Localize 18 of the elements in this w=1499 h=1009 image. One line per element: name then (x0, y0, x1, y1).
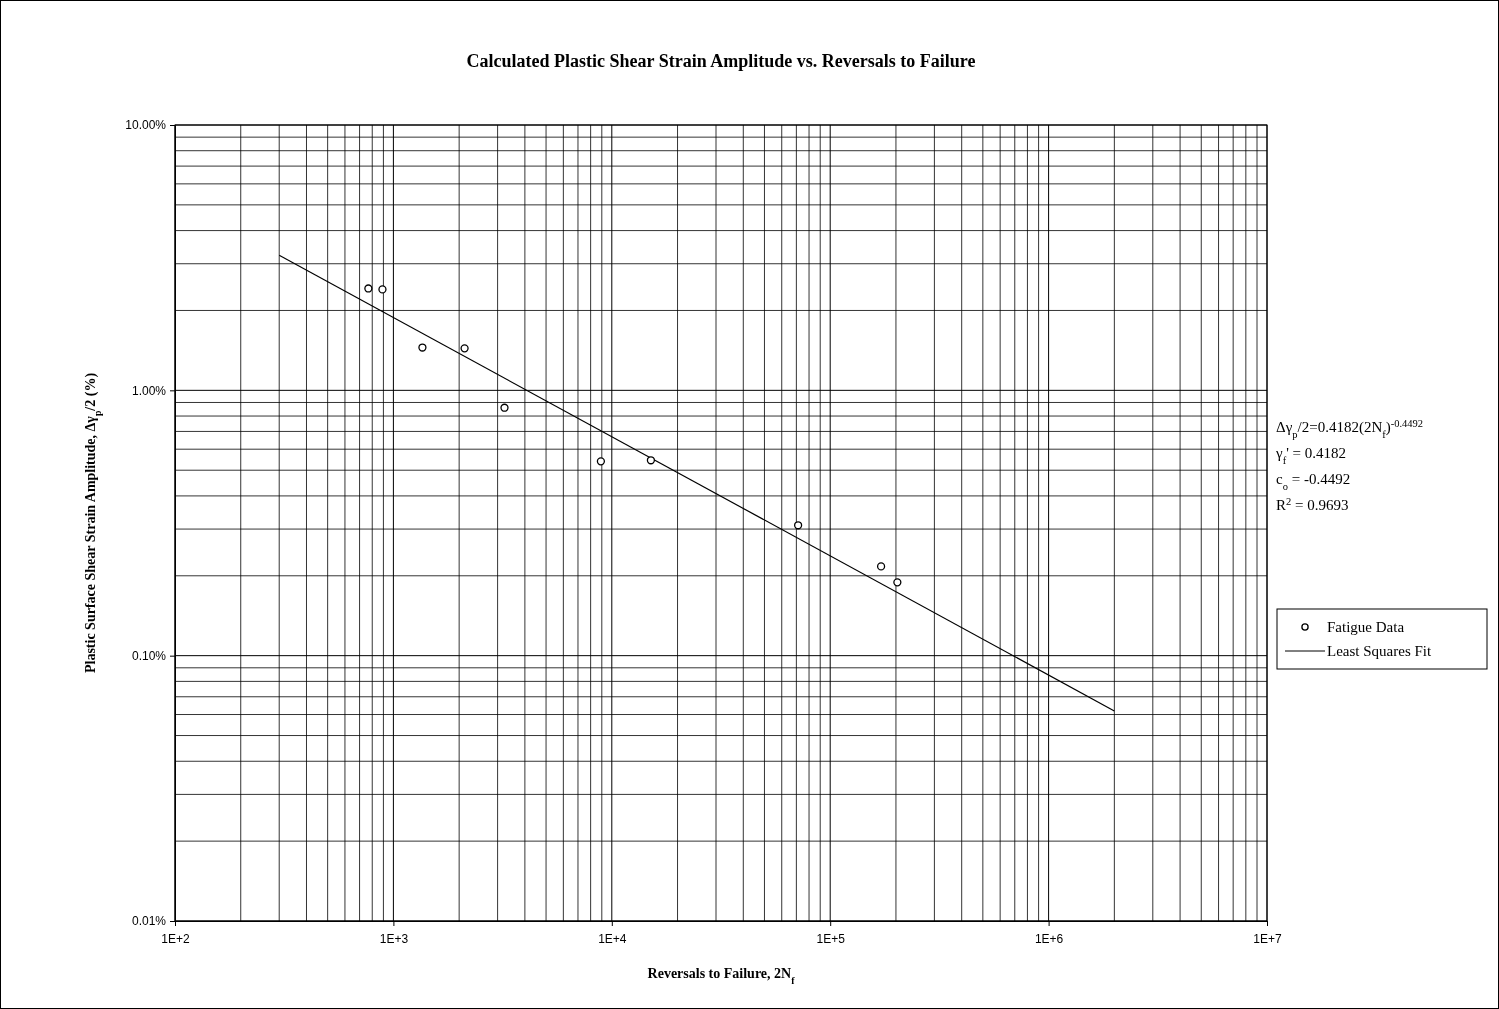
legend-label: Least Squares Fit (1327, 643, 1432, 659)
legend-label: Fatigue Data (1327, 619, 1405, 635)
chart-title: Calculated Plastic Shear Strain Amplitude vs. Reversals to Failure (466, 51, 976, 71)
x-tick-label: 1E+3 (379, 931, 409, 946)
x-tick-label: 1E+7 (1253, 931, 1283, 946)
x-tick-label: 1E+6 (1034, 931, 1064, 946)
y-tick-label: 10.00% (125, 118, 167, 133)
text: R$^{2}$ = 0.9693 (1276, 495, 1349, 513)
x-tick-label: 1E+4 (598, 931, 627, 946)
y-tick-label: 0.10% (131, 649, 167, 664)
x-tick-label: 1E+2 (161, 931, 191, 946)
y-tick-label: 0.01% (131, 914, 167, 929)
x-axis-title: Reversals to Failure, 2N$_{f}$ (647, 966, 796, 986)
x-tick-label: 1E+5 (816, 931, 846, 946)
y-tick-label: 1.00% (131, 383, 167, 398)
text: c$_{o}$ = -0.4492 (1276, 471, 1351, 492)
text: γ$_{f}$' = 0.4182 (1275, 445, 1347, 466)
text: Δγ$_{p}$/2=0.4182(2N$_{f}$)$^{-0.4492}$ (1276, 417, 1424, 440)
